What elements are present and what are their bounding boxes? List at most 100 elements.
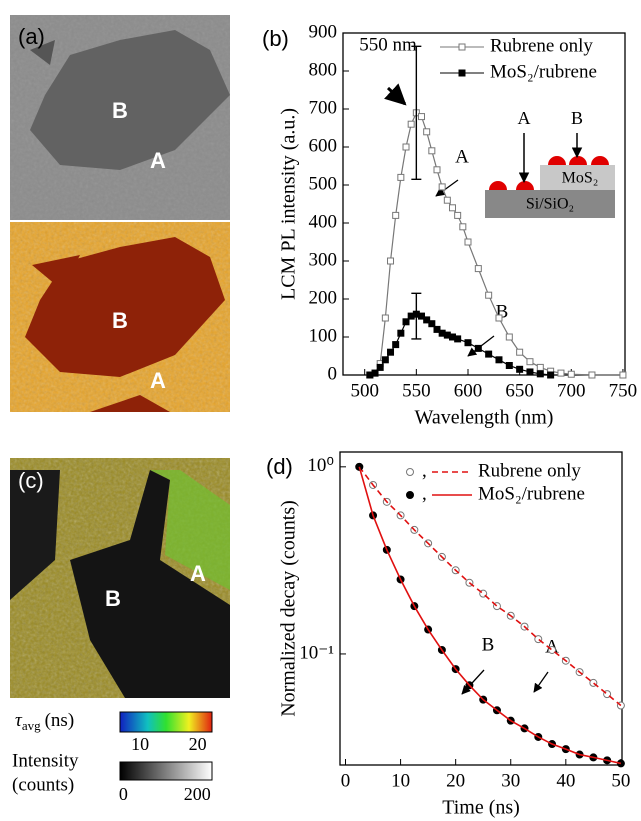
annotation: A: [455, 146, 469, 167]
y-tick-label: 200: [309, 287, 338, 308]
data-point: [397, 173, 405, 181]
colorbar-tick: 10: [131, 734, 149, 754]
annotation: 550 nm: [359, 34, 417, 55]
data-point: [495, 314, 503, 322]
data-point: [407, 120, 415, 128]
annotation-arrow: [533, 671, 549, 693]
data-point: [402, 318, 410, 326]
error-bar: [411, 292, 422, 340]
data-point: [567, 370, 575, 378]
y-tick-label: 100: [309, 325, 338, 346]
inset-layer: MoS₂: [562, 170, 599, 187]
data-point: [428, 320, 436, 328]
fit-line: [358, 466, 622, 765]
data-point: [547, 371, 555, 379]
data-point: [402, 143, 410, 151]
inset-layer: Si/SiO₂: [526, 196, 574, 213]
x-tick-label: 30: [501, 770, 520, 791]
data-point: [387, 257, 395, 265]
x-axis-title: Wavelength (nm): [415, 407, 554, 429]
data-point: [376, 363, 384, 371]
annotation-arrow: [461, 669, 485, 695]
panel-label: (c): [18, 468, 44, 493]
data-point: [485, 291, 493, 299]
data-point: [474, 265, 482, 273]
inset-label: A: [518, 108, 531, 128]
data-point: [392, 341, 400, 349]
colorbar-label: (counts): [12, 774, 74, 795]
data-point: [526, 368, 534, 376]
data-point: [464, 339, 472, 347]
legend-marker: [458, 43, 466, 51]
data-point: [588, 371, 596, 379]
data-point: [433, 325, 441, 333]
colorbar-tick: 20: [189, 734, 207, 754]
panel-label: (d): [266, 454, 293, 479]
y-axis-title: Normalized decay (counts): [278, 500, 300, 717]
x-tick-label: 650: [505, 380, 534, 401]
data-point: [516, 365, 524, 373]
data-point: [459, 223, 467, 231]
data-point: [454, 211, 462, 219]
y-tick-label: 600: [309, 135, 338, 156]
panel-label: (b): [262, 26, 289, 51]
data-point: [438, 183, 446, 191]
colorbar-label: Intensity: [12, 750, 79, 771]
data-point: [485, 350, 493, 358]
x-axis-title: Time (ns): [442, 797, 520, 819]
data-point: [448, 204, 456, 212]
x-tick-label: 500: [350, 380, 379, 401]
y-tick-label: 10⁰: [307, 455, 334, 476]
data-point: [516, 348, 524, 356]
region-label: B: [105, 586, 121, 611]
region-label: A: [150, 368, 166, 393]
legend-separator: ,: [422, 483, 427, 504]
x-tick-label: 10: [391, 770, 410, 791]
data-point: [495, 356, 503, 364]
data-point: [454, 335, 462, 343]
data-point: [536, 370, 544, 378]
error-bar: [411, 45, 422, 180]
y-tick-label: 300: [309, 249, 338, 270]
x-tick-label: 550: [402, 380, 431, 401]
colorbar-tick: 0: [119, 784, 128, 804]
data-point: [505, 362, 513, 369]
data-point: [423, 316, 431, 324]
annotation: B: [482, 634, 495, 655]
annotation-arrow: [384, 83, 407, 106]
y-axis-title: LCM PL intensity (a.u.): [278, 108, 300, 300]
y-tick-label: 0: [328, 363, 338, 384]
colorbar: [119, 761, 213, 781]
data-point: [392, 211, 400, 219]
region-label: A: [150, 148, 166, 173]
data-point: [505, 333, 513, 341]
image-c: (c) B A: [10, 458, 230, 698]
colorbars: τavg (ns) Intensity (counts): [12, 710, 213, 795]
y-tick-label: 400: [309, 211, 338, 232]
data-point: [371, 369, 379, 377]
colorbar: [119, 711, 213, 733]
chart: 500 550 600 650 700 750 0 100 200 300 400 500 600 700…: [262, 21, 637, 428]
x-tick-label: 750: [609, 380, 638, 401]
data-point: [474, 344, 482, 352]
legend-marker: [406, 491, 414, 499]
y-tick-label: 10⁻¹: [299, 642, 334, 663]
x-tick-label: 40: [556, 770, 575, 791]
inset-label: B: [571, 108, 583, 128]
data-point: [418, 312, 426, 320]
legend-label: Rubrene only: [478, 460, 581, 481]
data-point: [387, 348, 395, 356]
y-tick-label: 500: [309, 173, 338, 194]
colorbar-label: τavg (ns): [15, 710, 74, 733]
legend-marker: [458, 69, 466, 77]
y-tick-label: 700: [309, 97, 338, 118]
data-point: [443, 196, 451, 204]
chart: 0 10 20 30 40 50 10⁰ 10⁻¹ Time (ns) Normalized de…: [266, 451, 630, 819]
annotation-arrow: [435, 179, 459, 197]
legend-marker: [406, 468, 414, 476]
series-line: [369, 111, 623, 376]
x-tick-label: 0: [341, 770, 351, 791]
legend-separator: ,: [422, 460, 427, 481]
region-label: B: [112, 98, 128, 123]
